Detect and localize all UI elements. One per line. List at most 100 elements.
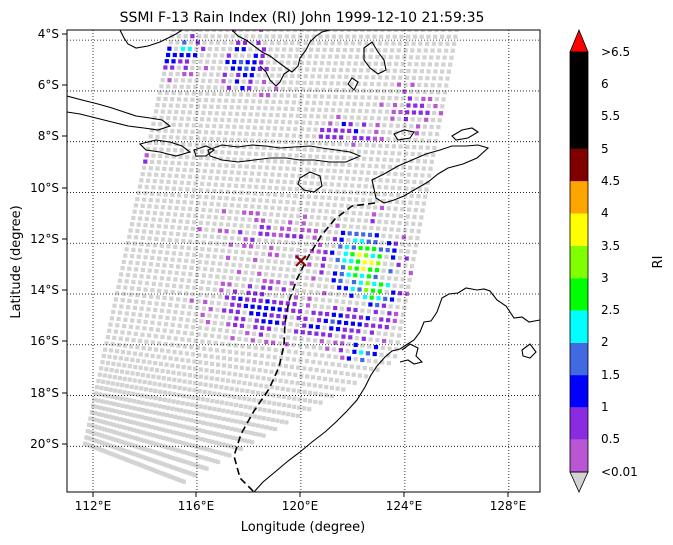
- swath-pixel: [119, 439, 124, 444]
- swath-pixel: [127, 398, 132, 403]
- swath-pixel: [247, 151, 252, 156]
- swath-pixel: [220, 117, 225, 122]
- rain-pixel: [341, 334, 346, 339]
- swath-pixel: [334, 299, 339, 304]
- swath-pixel: [440, 69, 445, 74]
- swath-pixel: [202, 104, 207, 109]
- rain-pixel: [234, 79, 240, 84]
- rain-pixel: [309, 249, 314, 254]
- swath-pixel: [329, 148, 334, 153]
- swath-pixel: [376, 226, 381, 231]
- swath-pixel: [221, 425, 226, 430]
- swath-pixel: [384, 109, 390, 114]
- swath-pixel: [310, 41, 315, 46]
- rain-pixel: [366, 239, 371, 244]
- swath-pixel: [167, 474, 172, 479]
- swath-pixel: [352, 68, 357, 73]
- swath-pixel: [216, 169, 221, 174]
- swath-pixel: [272, 377, 277, 382]
- swath-pixel: [134, 461, 139, 466]
- swath-pixel: [148, 197, 153, 203]
- rain-pixel: [379, 205, 385, 210]
- swath-pixel: [248, 47, 253, 52]
- swath-pixel: [102, 406, 107, 411]
- swath-pixel: [174, 173, 179, 178]
- swath-pixel: [240, 53, 245, 58]
- swath-pixel: [148, 467, 153, 472]
- rain-pixel: [259, 225, 264, 230]
- rain-pixel: [257, 271, 262, 276]
- swath-pixel: [146, 274, 151, 279]
- swath-pixel: [322, 47, 327, 52]
- rain-pixel: [278, 233, 283, 238]
- rain-pixel: [253, 325, 258, 330]
- cb-tick-2: 1: [601, 400, 609, 414]
- swath-pixel: [148, 134, 153, 139]
- swath-pixel: [325, 168, 330, 173]
- rain-pixel: [179, 53, 184, 58]
- swath-pixel: [115, 446, 120, 451]
- swath-pixel: [399, 103, 404, 108]
- swath-pixel: [156, 192, 161, 197]
- cb-tick-3: 1.5: [601, 368, 620, 382]
- swath-pixel: [96, 425, 101, 430]
- swath-pixel: [185, 219, 190, 224]
- swath-pixel: [244, 230, 249, 235]
- swath-pixel: [136, 399, 141, 405]
- swath-pixel: [174, 431, 179, 436]
- rain-pixel: [398, 291, 403, 296]
- swath-pixel: [238, 330, 243, 335]
- swath-pixel: [288, 254, 293, 259]
- swath-pixel: [332, 101, 337, 106]
- swath-pixel: [335, 292, 340, 297]
- swath-pixel: [398, 326, 403, 331]
- swath-pixel: [158, 470, 163, 475]
- swath-pixel: [197, 389, 202, 394]
- swath-pixel: [361, 301, 366, 306]
- swath-pixel: [128, 228, 133, 233]
- swath-pixel: [199, 117, 205, 122]
- swath-pixel: [241, 144, 246, 149]
- rain-pixel: [349, 259, 354, 264]
- swath-pixel: [210, 34, 215, 39]
- swath-pixel: [399, 319, 404, 324]
- swath-pixel: [205, 221, 210, 226]
- swath-pixel: [198, 374, 203, 379]
- swath-pixel: [401, 130, 406, 135]
- rain-pixel: [374, 129, 379, 134]
- swath-pixel: [166, 84, 171, 89]
- swath-pixel: [231, 229, 236, 234]
- swath-pixel: [421, 131, 426, 136]
- rain-pixel: [369, 260, 374, 265]
- swath-pixel: [284, 420, 289, 425]
- swath-pixel: [279, 419, 284, 424]
- swath-pixel: [392, 34, 397, 39]
- swath-pixel: [296, 40, 302, 46]
- lon-tick-label-112: 112°E: [75, 499, 112, 513]
- swath-pixel: [180, 245, 185, 250]
- swath-pixel: [158, 396, 163, 402]
- swath-pixel: [164, 90, 169, 95]
- swath-pixel: [271, 67, 276, 72]
- swath-pixel: [328, 189, 333, 194]
- swath-pixel: [279, 159, 284, 164]
- swath-pixel: [101, 448, 106, 453]
- rain-pixel: [341, 265, 346, 270]
- swath-pixel: [112, 401, 117, 407]
- swath-pixel: [429, 55, 434, 60]
- rain-pixel: [228, 242, 233, 247]
- swath-pixel: [235, 177, 240, 182]
- swath-pixel: [192, 220, 197, 225]
- rain-pixel: [362, 260, 367, 265]
- swath-pixel: [272, 126, 277, 131]
- swath-pixel: [229, 72, 234, 77]
- swath-pixel: [191, 30, 196, 32]
- swath-pixel: [332, 168, 337, 174]
- swath-pixel: [171, 122, 176, 127]
- longitude-ticks: 112°E 116°E 120°E 124°E 128°E: [75, 492, 526, 513]
- swath-pixel: [134, 299, 139, 304]
- swath-pixel: [181, 459, 187, 464]
- swath-pixel: [245, 125, 250, 130]
- swath-pixel: [383, 331, 388, 337]
- swath-pixel: [194, 46, 199, 51]
